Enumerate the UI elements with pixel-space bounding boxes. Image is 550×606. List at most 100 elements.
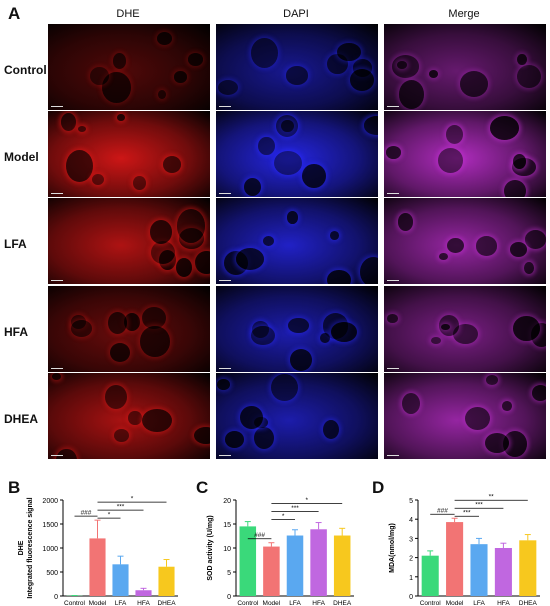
significance-label: * (306, 497, 309, 504)
y-tick-label: 4 (409, 517, 413, 524)
micrograph-hfa-dapi (216, 286, 378, 372)
follicle-spot (350, 68, 374, 92)
scale-bar (219, 280, 231, 281)
follicle-spot (359, 256, 378, 284)
micrograph-dhea-dapi (216, 373, 378, 459)
follicle-spot (112, 52, 127, 69)
x-tick-label-hfa: HFA (137, 600, 150, 606)
y-tick-label: 0 (54, 594, 58, 601)
follicle-spot (70, 319, 93, 337)
follicle-spot (253, 426, 274, 450)
follicle-spot (151, 240, 176, 265)
follicle-spot (56, 448, 77, 459)
follicle-spot (438, 147, 463, 173)
row-label-lfa: LFA (4, 237, 27, 251)
scale-bar (51, 193, 63, 194)
follicle-spot (114, 428, 130, 443)
follicle-spot (274, 150, 303, 176)
follicle-spot (109, 342, 130, 362)
follicle-spot (156, 31, 173, 46)
follicle-spot (128, 411, 142, 426)
follicle-spot (193, 426, 210, 444)
follicle-spot (513, 316, 540, 341)
y-tick-label: 3 (409, 536, 413, 543)
micrograph-grid (48, 24, 546, 459)
follicle-spot (363, 116, 378, 135)
follicle-spot (195, 250, 210, 275)
follicle-spot (336, 42, 361, 61)
column-header-merge: Merge (448, 8, 480, 20)
follicle-spot (453, 324, 478, 344)
micrograph-model-merge (384, 111, 546, 197)
scale-bar (387, 106, 399, 107)
follicle-spot (281, 119, 294, 133)
follicle-spot (460, 70, 489, 97)
follicle-spot (490, 115, 520, 140)
follicle-spot (236, 247, 264, 270)
micrograph-model-dhe (48, 111, 210, 197)
micrograph-lfa-dhe (48, 198, 210, 284)
micrograph-dhea-merge (384, 373, 546, 459)
bar-hfa (310, 529, 327, 596)
column-header-dhe: DHE (116, 8, 140, 20)
micrograph-control-dhe (48, 24, 210, 110)
x-tick-label-model: Model (446, 600, 464, 606)
follicle-spot (178, 227, 205, 249)
follicle-spot (441, 323, 450, 331)
follicle-spot (78, 125, 87, 132)
y-tick-label: 5 (227, 570, 231, 577)
follicle-spot (188, 53, 204, 66)
micrograph-control-dapi (216, 24, 378, 110)
x-tick-label-dhea: DHEA (157, 600, 176, 606)
y-tick-label: 2 (409, 556, 413, 563)
significance-label: * (131, 496, 134, 503)
y-tick-label: 10 (223, 546, 231, 553)
follicle-spot (397, 61, 408, 69)
follicle-spot (157, 89, 167, 100)
follicle-spot (133, 176, 147, 190)
follicle-spot (258, 136, 275, 156)
scale-bar (219, 455, 231, 456)
x-tick-label-model: Model (89, 600, 107, 606)
y-axis-label-line2: Integrated fluorescence signal (27, 497, 34, 598)
y-tick-label: 20 (223, 498, 231, 505)
follicle-spot (485, 375, 498, 386)
x-tick-label-hfa: HFA (497, 600, 510, 606)
follicle-spot (162, 156, 182, 174)
follicle-spot (509, 241, 527, 257)
follicle-spot (65, 150, 93, 183)
bar-dhea (519, 540, 537, 596)
x-tick-label-control: Control (237, 600, 259, 606)
row-label-control: Control (4, 63, 47, 77)
x-tick-label-model: Model (263, 600, 281, 606)
follicle-spot (464, 406, 490, 431)
follicle-spot (243, 178, 261, 197)
follicle-spot (524, 262, 535, 275)
follicle-spot (402, 392, 421, 415)
bar-model (89, 538, 106, 596)
y-axis-label: MDA(nmol/mg) (389, 523, 396, 573)
follicle-spot (61, 113, 77, 132)
scale-bar (219, 106, 231, 107)
follicle-spot (250, 38, 278, 68)
follicle-spot (52, 373, 62, 380)
bar-lfa (470, 544, 488, 596)
scale-bar (51, 455, 63, 456)
follicle-spot (329, 230, 339, 240)
follicle-spot (105, 384, 128, 409)
follicle-spot (399, 80, 425, 109)
follicle-spot (251, 325, 275, 346)
follicle-spot (387, 314, 398, 324)
y-tick-label: 5 (409, 498, 413, 505)
significance-label: ** (489, 494, 495, 501)
y-tick-label: 2000 (42, 498, 58, 505)
y-tick-label: 0 (409, 594, 413, 601)
y-tick-label: 500 (46, 570, 58, 577)
scale-bar (219, 368, 231, 369)
follicle-spot (503, 180, 526, 197)
follicle-spot (327, 270, 351, 284)
scale-bar (51, 106, 63, 107)
bar-dhea (158, 566, 175, 596)
panel-b-letter: B (8, 478, 21, 497)
